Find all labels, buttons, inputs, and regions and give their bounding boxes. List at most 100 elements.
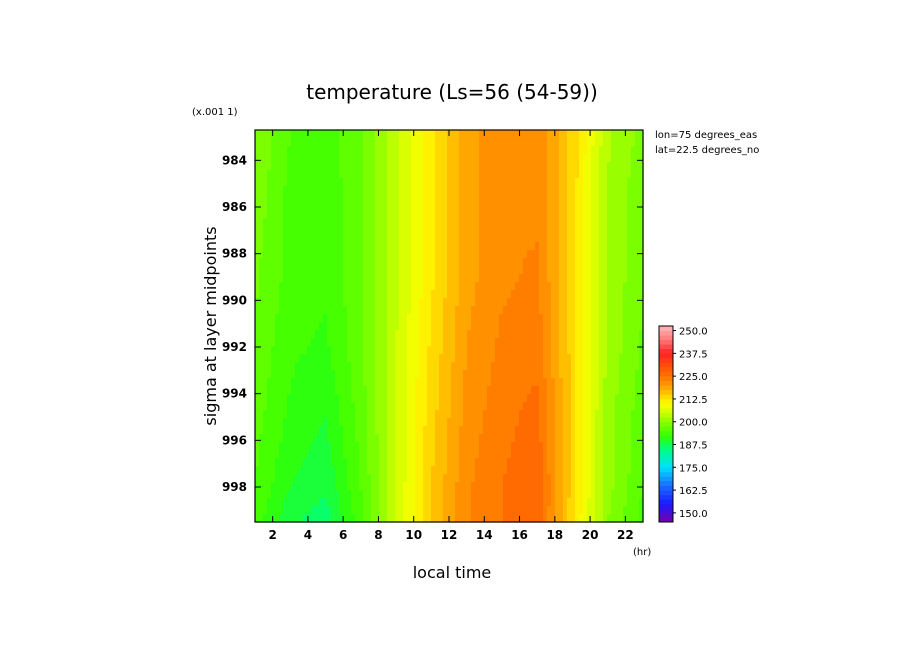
heatmap-cell — [587, 410, 592, 419]
heatmap-cell — [555, 242, 560, 251]
heatmap-cell — [463, 138, 468, 147]
heatmap-cell — [587, 226, 592, 235]
heatmap-cell — [331, 418, 336, 427]
heatmap-cell — [275, 466, 280, 475]
heatmap-cell — [587, 458, 592, 467]
heatmap-cell — [503, 482, 508, 491]
heatmap-cell — [423, 290, 428, 299]
heatmap-cell — [431, 506, 436, 515]
heatmap-cell — [419, 442, 424, 451]
heatmap-cell — [419, 306, 424, 315]
heatmap-cell — [439, 354, 444, 363]
heatmap-cell — [591, 338, 596, 347]
heatmap-cell — [275, 442, 280, 451]
heatmap-cell — [523, 274, 528, 283]
heatmap-cell — [455, 338, 460, 347]
heatmap-cell — [411, 210, 416, 219]
heatmap-cell — [583, 130, 588, 139]
x-tick-label: 20 — [582, 528, 599, 542]
heatmap-cell — [599, 426, 604, 435]
heatmap-cell — [359, 322, 364, 331]
heatmap-cell — [327, 290, 332, 299]
heatmap-cell — [279, 370, 284, 379]
heatmap-cell — [383, 274, 388, 283]
heatmap-cell — [335, 330, 340, 339]
heatmap-cell — [455, 442, 460, 451]
heatmap-cell — [579, 506, 584, 515]
heatmap-cell — [607, 354, 612, 363]
heatmap-cell — [487, 378, 492, 387]
heatmap-cell — [443, 258, 448, 267]
heatmap-cell — [287, 290, 292, 299]
heatmap-cell — [327, 458, 332, 467]
heatmap-cell — [571, 458, 576, 467]
heatmap-cell — [407, 386, 412, 395]
heatmap-cell — [307, 354, 312, 363]
heatmap-cell — [611, 226, 616, 235]
heatmap-cell — [499, 402, 504, 411]
heatmap-cell — [531, 146, 536, 155]
heatmap-cell — [455, 154, 460, 163]
heatmap-cell — [491, 466, 496, 475]
heatmap-cell — [407, 242, 412, 251]
heatmap-cell — [415, 226, 420, 235]
heatmap-cell — [395, 242, 400, 251]
heatmap-cell — [295, 154, 300, 163]
heatmap-cell — [275, 178, 280, 187]
heatmap-cell — [639, 514, 644, 523]
heatmap-cell — [627, 250, 632, 259]
heatmap-cell — [499, 194, 504, 203]
heatmap-cell — [407, 314, 412, 323]
heatmap-cell — [483, 138, 488, 147]
heatmap-cell — [563, 458, 568, 467]
heatmap-cell — [291, 130, 296, 139]
heatmap-cell — [527, 394, 532, 403]
heatmap-cell — [263, 130, 268, 139]
heatmap-cell — [559, 218, 564, 227]
heatmap-cell — [479, 322, 484, 331]
heatmap-cell — [431, 146, 436, 155]
heatmap-cell — [391, 226, 396, 235]
heatmap-cell — [431, 202, 436, 211]
heatmap-cell — [403, 274, 408, 283]
heatmap-cell — [359, 242, 364, 251]
heatmap-cell — [403, 146, 408, 155]
heatmap-cell — [407, 506, 412, 515]
heatmap-cell — [539, 346, 544, 355]
heatmap-cell — [367, 234, 372, 243]
heatmap-cell — [419, 426, 424, 435]
heatmap-cell — [267, 418, 272, 427]
heatmap-cell — [303, 354, 308, 363]
heatmap-cell — [483, 466, 488, 475]
heatmap-cell — [423, 498, 428, 507]
heatmap-cell — [459, 170, 464, 179]
heatmap-cell — [275, 490, 280, 499]
heatmap-cell — [263, 194, 268, 203]
heatmap-cell — [499, 346, 504, 355]
heatmap-cell — [603, 202, 608, 211]
heatmap-cell — [611, 394, 616, 403]
heatmap-cell — [311, 306, 316, 315]
heatmap-cell — [611, 306, 616, 315]
heatmap-cell — [443, 138, 448, 147]
heatmap-cell — [499, 202, 504, 211]
heatmap-cell — [483, 146, 488, 155]
heatmap-cell — [579, 290, 584, 299]
heatmap-cell — [263, 442, 268, 451]
heatmap-cell — [419, 346, 424, 355]
heatmap-cell — [571, 346, 576, 355]
heatmap-cell — [431, 154, 436, 163]
heatmap-cell — [351, 194, 356, 203]
heatmap-cell — [551, 186, 556, 195]
heatmap-cell — [383, 402, 388, 411]
heatmap-cell — [539, 282, 544, 291]
heatmap-cell — [311, 386, 316, 395]
heatmap-cell — [499, 170, 504, 179]
heatmap-cell — [619, 362, 624, 371]
heatmap-cell — [343, 458, 348, 467]
heatmap-cell — [459, 130, 464, 139]
heatmap-cell — [311, 290, 316, 299]
heatmap-cell — [631, 162, 636, 171]
heatmap-cell — [595, 370, 600, 379]
heatmap-cell — [499, 242, 504, 251]
